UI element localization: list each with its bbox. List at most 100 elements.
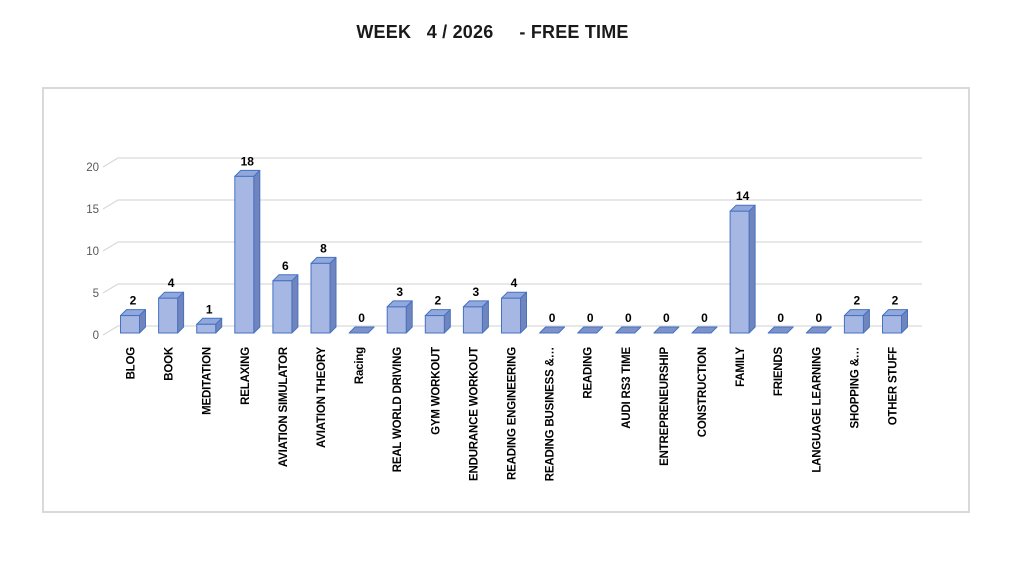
bar-zero-pad [539, 326, 566, 334]
bar [272, 274, 299, 334]
x-axis-label: ENDURANCE WORKOUT [468, 347, 480, 481]
bar-front-face [729, 210, 750, 334]
data-label: 0 [358, 311, 365, 325]
data-label: 1 [206, 302, 213, 316]
bar [462, 300, 489, 334]
bar-front-face [310, 262, 331, 334]
data-label: 2 [892, 294, 899, 308]
bar-front-face [501, 297, 521, 334]
y-axis-tick-label: 20 [86, 162, 99, 174]
bar-zero-pad [691, 326, 718, 334]
bar [424, 309, 451, 334]
x-axis-label: READING ENGINEERING [507, 347, 519, 480]
bar-zero-pad [805, 326, 832, 334]
chart-title: WEEK 4 / 2026 - FREE TIME [356, 22, 629, 42]
x-axis-label: SHOPPING &… [849, 347, 861, 429]
bar-side-face [405, 300, 413, 334]
bar [158, 291, 185, 334]
bar-side-face [253, 169, 261, 334]
bar [882, 309, 908, 334]
bar [234, 169, 261, 334]
data-label: 6 [282, 259, 289, 273]
bar [577, 326, 604, 334]
bar-side-face [520, 291, 527, 334]
bar-zero-pad [348, 326, 375, 334]
bar-side-face [291, 274, 299, 334]
x-axis-label: LANGUAGE LEARNING [811, 347, 823, 473]
data-label: 4 [168, 276, 175, 290]
bar [501, 291, 527, 334]
data-label: 0 [701, 311, 708, 325]
x-axis-label: RELAXING [240, 347, 252, 405]
bar [386, 300, 413, 334]
bar [310, 256, 337, 334]
data-label: 0 [625, 311, 632, 325]
data-label: 2 [434, 294, 441, 308]
x-axis-label: CONSTRUCTION [697, 347, 709, 437]
data-label: 18 [241, 154, 255, 168]
bar [653, 326, 680, 334]
data-label: 0 [815, 311, 822, 325]
gridline [102, 325, 922, 336]
bar-zero-pad [615, 326, 642, 334]
y-axis-tick-label: 0 [93, 330, 99, 342]
bar-front-face [386, 306, 407, 334]
gridline [102, 199, 922, 210]
bar [539, 326, 566, 334]
bar [805, 326, 832, 334]
x-axis-label: READING BUSINESS &… [545, 347, 557, 481]
data-label: 14 [736, 189, 750, 203]
x-axis-label: GYM WORKOUT [430, 347, 442, 435]
data-label: 2 [130, 294, 137, 308]
x-axis-label: BOOK [164, 346, 176, 381]
x-axis-label: FAMILY [735, 346, 747, 386]
data-label: 0 [663, 311, 670, 325]
gridline [102, 283, 922, 294]
data-label: 3 [396, 285, 403, 299]
data-label: 2 [854, 294, 861, 308]
bar-front-face [424, 315, 445, 334]
x-axis-label: ENTREPRENEURSHIP [659, 346, 671, 465]
bar-front-face [120, 315, 140, 334]
data-label: 3 [473, 285, 480, 299]
bar [120, 309, 146, 334]
bar-front-face [196, 323, 217, 334]
bar-front-face [462, 306, 483, 334]
y-axis-tick-label: 10 [86, 246, 99, 258]
data-label: 0 [549, 311, 556, 325]
y-axis-tick-label: 5 [93, 288, 99, 300]
data-label: 8 [320, 241, 327, 255]
bar-front-face [272, 280, 293, 334]
x-axis-label: OTHER STUFF [888, 347, 900, 425]
bar-side-face [177, 291, 185, 334]
x-axis-label: AVIATION SIMULATOR [278, 346, 290, 467]
x-axis-label: AUDI RS3 TIME [621, 346, 633, 428]
x-axis-label: READING [583, 347, 595, 399]
bar [348, 326, 375, 334]
bar-front-face [882, 315, 902, 334]
bar-front-face [234, 175, 255, 334]
data-label: 4 [511, 276, 518, 290]
bar-front-face [843, 315, 864, 334]
data-label: 0 [587, 311, 594, 325]
gridline [102, 241, 922, 252]
bar [767, 326, 794, 334]
bar [615, 326, 642, 334]
y-axis-tick-label: 15 [86, 204, 99, 216]
bar [843, 309, 870, 334]
x-axis-label: REAL WORLD DRIVING [392, 347, 404, 472]
bar-front-face [158, 297, 179, 334]
bar-zero-pad [767, 326, 794, 334]
bar-zero-pad [577, 326, 604, 334]
x-axis-label: AVIATION THEORY [316, 346, 328, 447]
x-axis-label: FRIENDS [773, 346, 785, 396]
x-axis-label: Racing [354, 347, 366, 384]
x-axis-label: MEDITATION [202, 347, 214, 415]
bar-zero-pad [653, 326, 680, 334]
x-axis-label: BLOG [126, 347, 138, 380]
bar [196, 317, 223, 334]
bar-side-face [748, 204, 756, 334]
data-label: 0 [777, 311, 784, 325]
